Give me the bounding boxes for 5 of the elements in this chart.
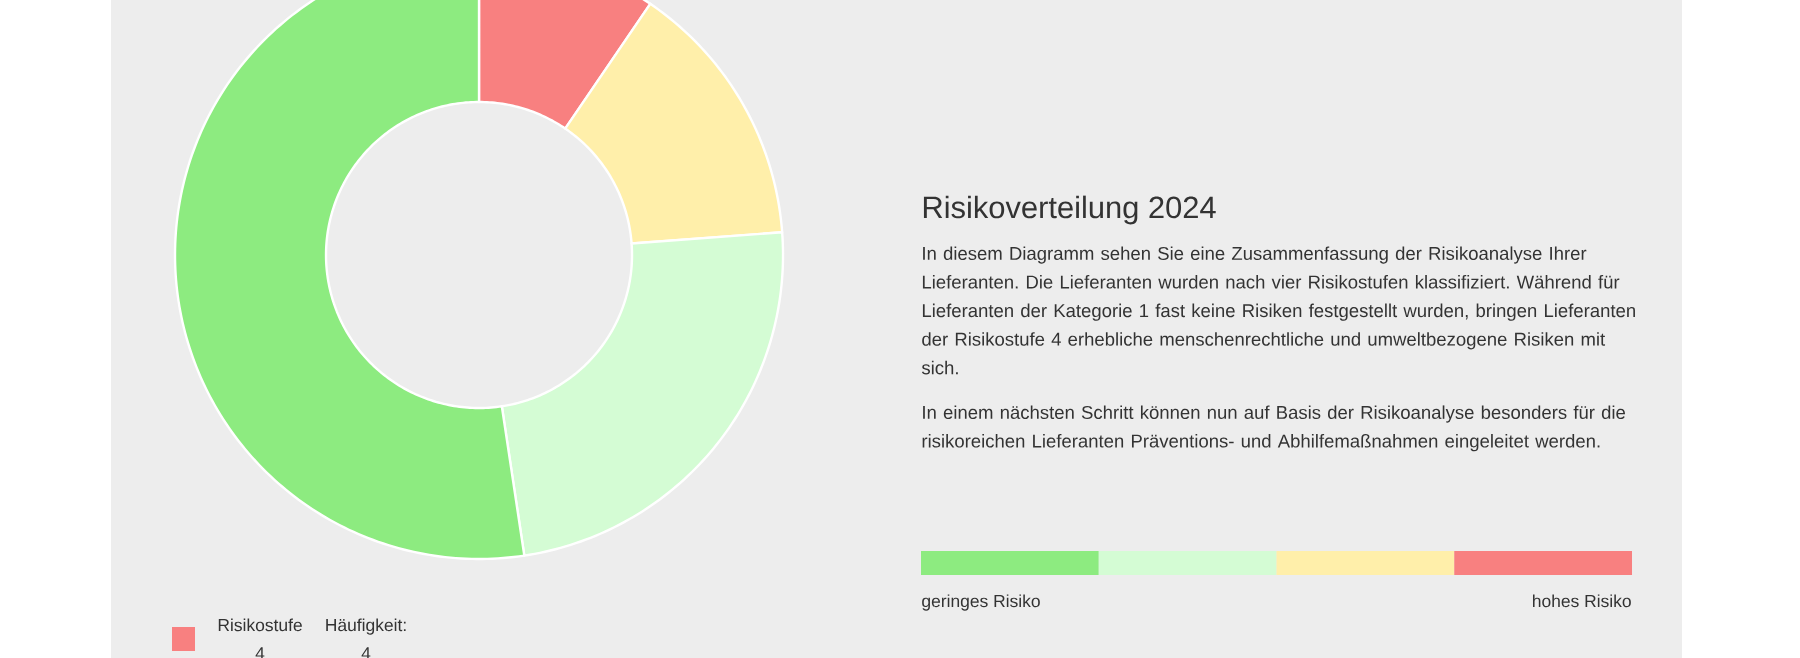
text: hohes Risiko [1533, 594, 1631, 608]
text: In einem nächsten Schritt können nun auf Basis der Risikoanalyse besonders für die risikoreichen Lieferanten Präventions- und Abhilfemaßnahmen eingeleitet werden. [922, 405, 1625, 452]
text: geringes Risiko [922, 594, 1040, 611]
text: In diesem Diagramm sehen Sie eine Zusammenfassung der Risikoanalyse Ihrer Lieferanten. Die Lieferanten wurden nach vier Risikostufen klassifiziert. Während für Lieferanten der Kategorie 1 fast keine Risiken festgestellt wurden, bringen Lieferanten der Risikostufe 4 erhebliche menschenrechtliche und umweltbezogene Risiken mit sich. [921, 246, 1635, 375]
text: Risikoverteilung 2024 [923, 195, 1216, 225]
